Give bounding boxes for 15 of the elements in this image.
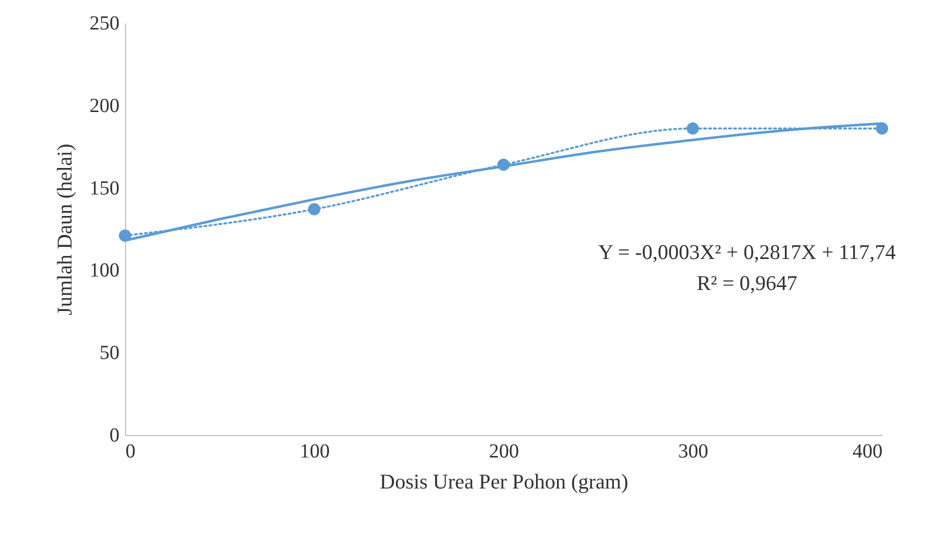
x-tick-label: 0 [126,440,136,462]
y-tick-label: 100 [90,260,120,282]
y-tick-label: 50 [100,342,120,364]
x-tick-label: 200 [489,440,519,462]
x-tick-label: 100 [300,440,330,462]
y-tick-label: 150 [90,177,120,200]
annotation: R² = 0,9647 [696,271,798,295]
y-tick-label: 200 [90,94,120,117]
x-tick-label: 300 [678,440,708,462]
x-tick-label: 400 [852,440,882,462]
annotation: Y = -0,0003X² + 0,2817X + 117,74 [598,240,896,264]
x-axis-title: Dosis Urea Per Pohon (gram) [380,470,628,494]
y-tick-label: 0 [110,424,120,446]
y-tick-label: 250 [90,12,120,34]
y-axis-title: Jumlah Daun (helai) [52,144,76,316]
